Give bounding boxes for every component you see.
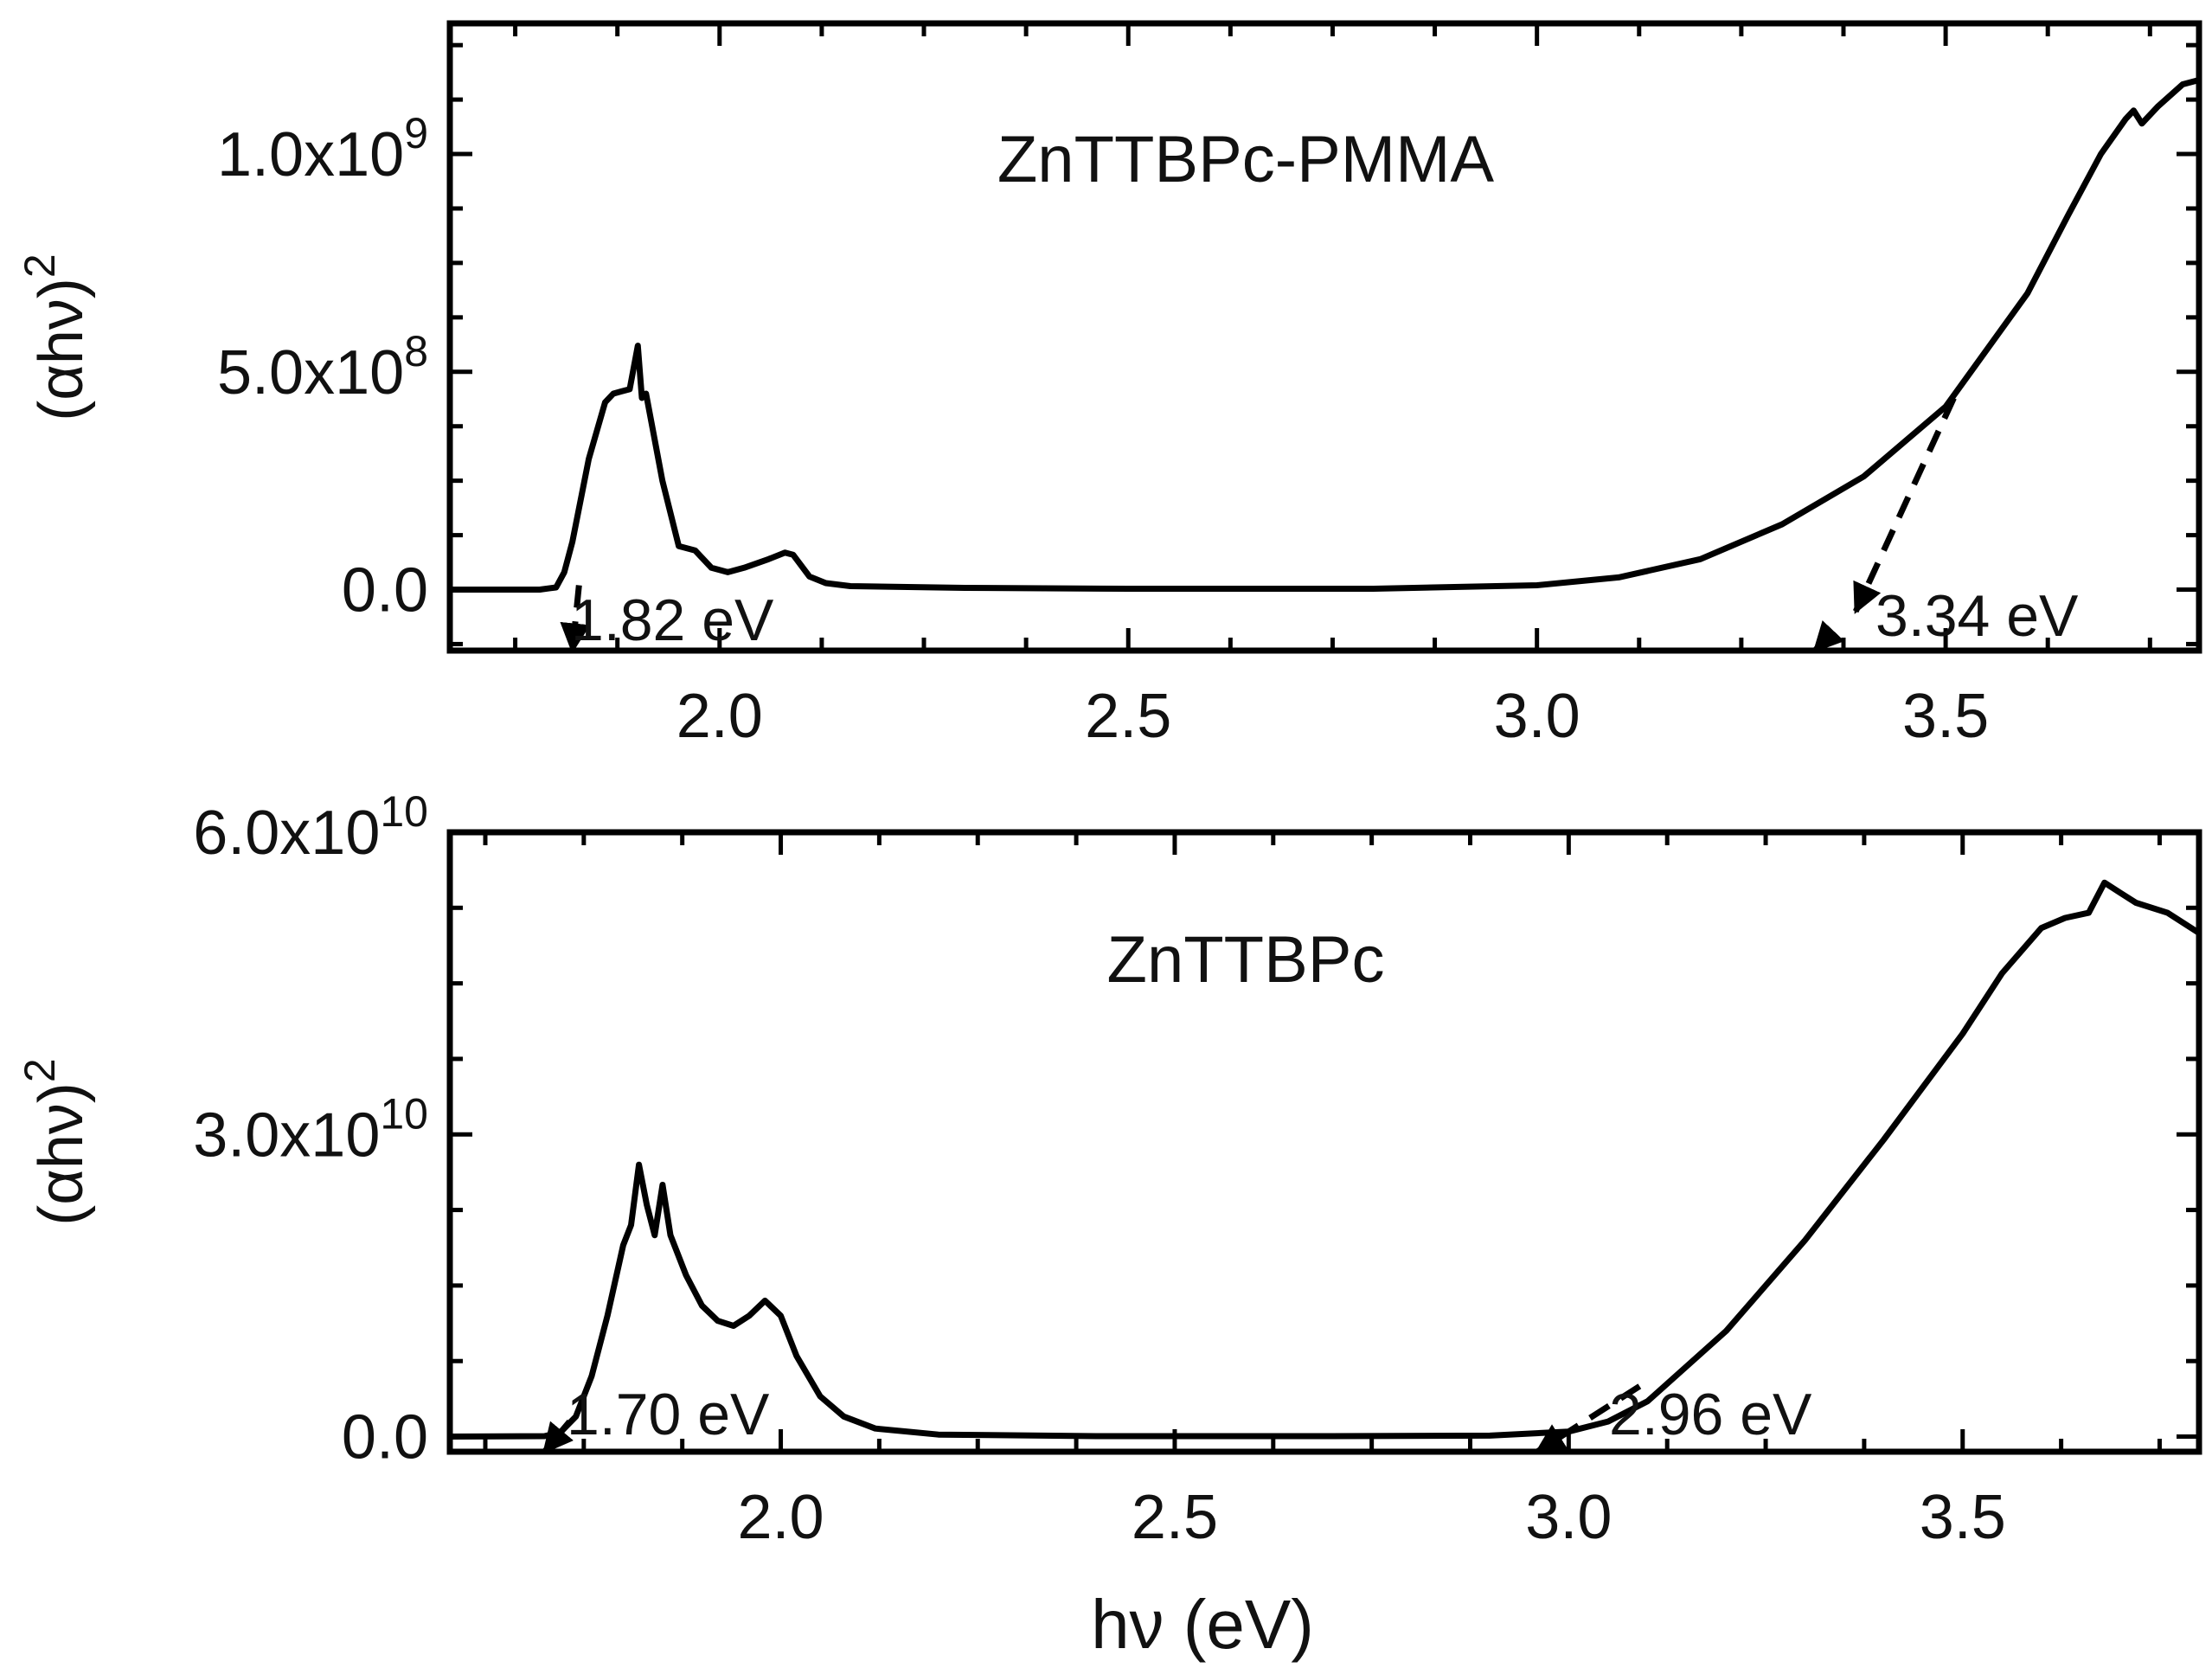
y-axis-label-exponent: 2 — [16, 1058, 64, 1082]
onset-arrow — [1852, 396, 1957, 614]
y-tick-label: 5.0x108 — [217, 327, 428, 407]
y-tick-label: 1.0x109 — [217, 109, 428, 189]
data-series-line — [450, 77, 2200, 593]
x-axis-label: hν (eV) — [1091, 1586, 1314, 1663]
y-axis-label-exponent: 2 — [16, 253, 64, 278]
x-tick-label: 3.5 — [1920, 1483, 2006, 1552]
y-tick-label: 0.0 — [342, 1403, 428, 1472]
bottom-panel: 2.0 2.5 3.0 3.50.03.0x10106.0x1010(αhν)2ZnT… — [16, 787, 2202, 1552]
onset-arrow — [1534, 1383, 1642, 1454]
x-tick-label: 3.0 — [1494, 682, 1580, 751]
x-tick-label: 3.0 — [1525, 1483, 1612, 1552]
y-axis-label: (αhν)2 — [16, 253, 96, 420]
y-tick-base: 5.0x10 — [217, 338, 404, 407]
y-tick-exponent: 9 — [404, 109, 428, 157]
y-tick-label: 3.0x1010 — [193, 1089, 428, 1170]
onset-annotation: 1.82 eV — [571, 587, 774, 653]
y-tick-base: 0.0 — [342, 1403, 428, 1472]
y-tick-exponent: 10 — [380, 1089, 428, 1138]
panel-title: ZnTTBPc-PMMA — [997, 123, 1495, 196]
y-tick-exponent: 8 — [404, 327, 428, 375]
plot-frame — [446, 20, 2202, 654]
y-axis-label: (αhν)2 — [16, 1058, 96, 1225]
data-series-line — [449, 879, 2201, 1440]
y-tick-base: 1.0x10 — [217, 120, 404, 189]
y-tick-base: 3.0x10 — [193, 1100, 380, 1170]
onset-arrow — [1812, 620, 1845, 653]
x-tick-label: 3.5 — [1902, 682, 1989, 751]
x-tick-label: 2.5 — [1085, 682, 1171, 751]
y-axis-label-main: (αhν) — [27, 1082, 96, 1226]
panel-title: ZnTTBPc — [1107, 923, 1385, 997]
y-axis-label-main: (αhν) — [27, 278, 96, 421]
onset-annotation: 2.96 eV — [1609, 1382, 1812, 1447]
y-tick-base: 6.0x10 — [193, 799, 380, 868]
onset-annotation: 3.34 eV — [1875, 583, 2079, 649]
y-tick-exponent: 10 — [380, 787, 428, 836]
plot-frame — [446, 829, 2202, 1455]
onset-arrow — [542, 1419, 574, 1454]
x-tick-label: 2.0 — [737, 1483, 824, 1552]
top-panel: 2.0 2.5 3.0 3.5 0.0 5.0x108 1.0x109 (αhν)2 ZnTTB… — [16, 20, 2202, 751]
y-tick-label: 0.0 — [342, 556, 428, 626]
y-tick-label: 6.0x1010 — [193, 787, 428, 868]
onset-annotation: 1.70 eV — [567, 1382, 770, 1447]
y-tick-base: 0.0 — [342, 556, 428, 626]
x-tick-label: 2.5 — [1132, 1483, 1218, 1552]
onset-arrow — [560, 585, 591, 654]
x-tick-label: 2.0 — [676, 682, 763, 751]
